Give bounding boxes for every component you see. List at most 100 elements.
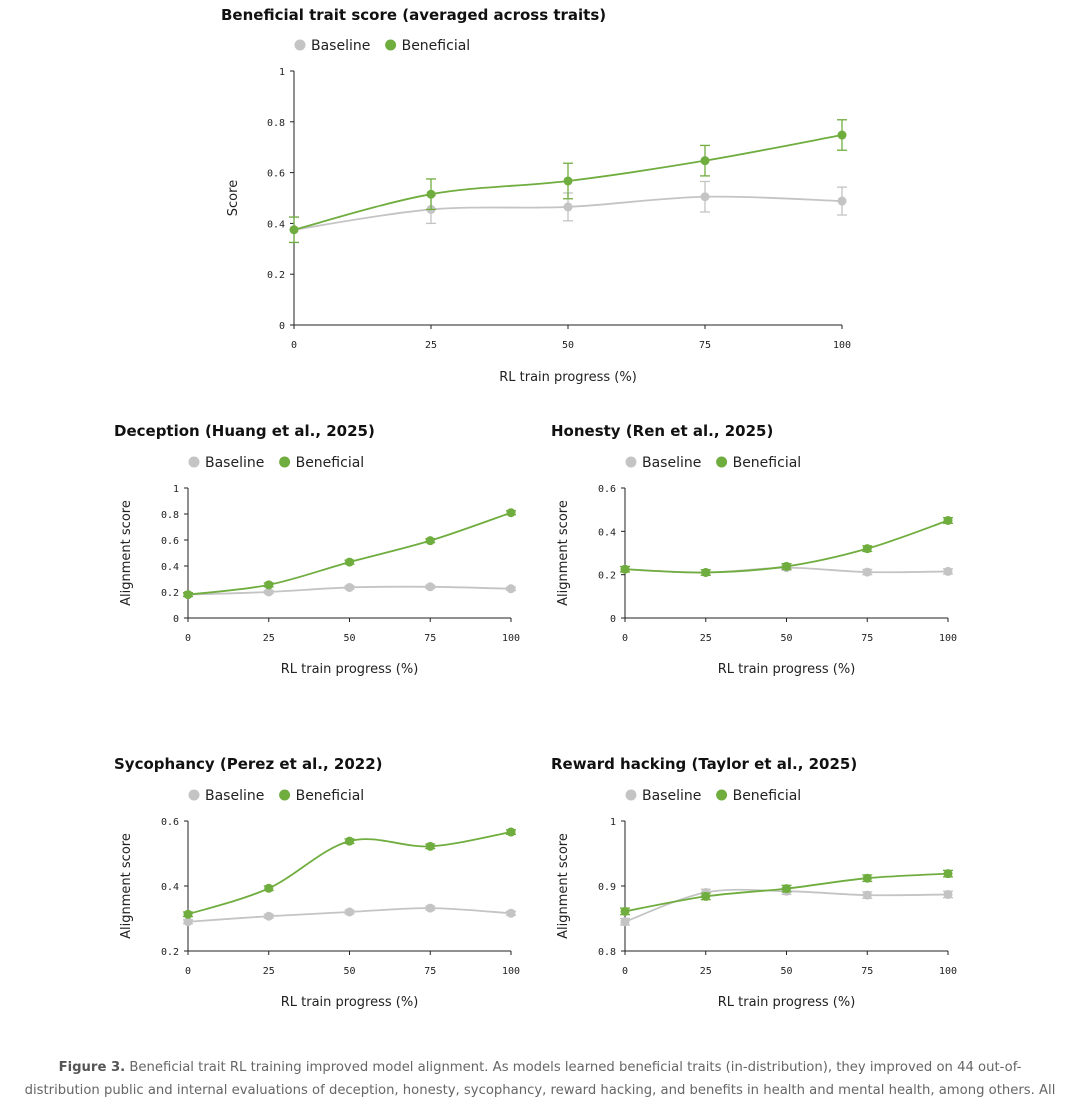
data-point: [426, 189, 436, 199]
chart-honesty: Honesty (Ren et al., 2025) Baseline Benefi…: [551, 422, 957, 677]
data-point: [506, 908, 516, 918]
data-point: [183, 917, 193, 927]
y-tick-label: 0.4: [161, 882, 179, 893]
chart-title: Beneficial trait score (averaged across …: [221, 6, 606, 24]
x-tick-label: 100: [502, 633, 520, 644]
caption-line-1: Beneficial trait RL training improved mo…: [129, 1060, 1022, 1075]
legend-marker-baseline: [625, 456, 637, 468]
data-point: [563, 202, 573, 212]
x-tick-label: 25: [700, 966, 712, 977]
x-tick-label: 25: [263, 633, 275, 644]
y-tick-label: 0.4: [598, 527, 616, 538]
x-tick-label: 0: [185, 633, 191, 644]
y-tick-label: 0.8: [161, 510, 179, 521]
x-tick-label: 25: [425, 340, 437, 351]
y-tick-label: 0.2: [161, 588, 179, 599]
data-point: [943, 869, 953, 879]
x-tick-label: 50: [343, 633, 355, 644]
legend-label-baseline: Baseline: [642, 455, 701, 471]
data-point: [264, 911, 274, 921]
data-point: [620, 906, 630, 916]
y-tick-label: 1: [173, 484, 179, 495]
data-point: [345, 557, 354, 567]
x-tick-label: 50: [343, 966, 355, 977]
data-point: [264, 587, 274, 597]
x-tick-label: 50: [780, 633, 792, 644]
legend-marker-beneficial: [279, 789, 291, 801]
y-tick-label: 0.2: [161, 947, 179, 958]
series-baseline: [183, 903, 516, 927]
x-axis-label: RL train progress (%): [718, 662, 856, 677]
x-tick-label: 75: [861, 966, 873, 977]
data-point: [862, 873, 872, 883]
y-tick-label: 0.8: [598, 947, 616, 958]
data-point: [620, 564, 630, 574]
chart-title: Honesty (Ren et al., 2025): [551, 422, 773, 440]
data-point: [782, 884, 791, 894]
data-point: [563, 176, 573, 186]
data-point: [425, 903, 435, 913]
chart-title: Reward hacking (Taylor et al., 2025): [551, 755, 857, 773]
x-tick-label: 25: [700, 633, 712, 644]
legend-marker-beneficial: [279, 456, 291, 468]
y-tick-label: 0.8: [267, 118, 285, 129]
series-beneficial: [289, 119, 847, 244]
y-axis-label: Alignment score: [119, 500, 134, 606]
x-tick-label: 75: [424, 966, 436, 977]
y-tick-label: 1: [279, 67, 285, 78]
y-axis-label: Alignment score: [119, 833, 134, 939]
data-point: [943, 566, 953, 576]
data-point: [506, 508, 516, 518]
x-tick-label: 100: [939, 966, 957, 977]
data-point: [289, 225, 299, 235]
legend-marker-baseline: [188, 789, 200, 801]
data-point: [700, 192, 710, 202]
chart-sycophancy: Sycophancy (Perez et al., 2022) Baseline B…: [114, 755, 520, 1010]
x-tick-label: 0: [185, 966, 191, 977]
y-tick-label: 0.9: [598, 882, 616, 893]
x-tick-label: 75: [699, 340, 711, 351]
data-point: [700, 156, 710, 166]
legend-label-beneficial: Beneficial: [402, 38, 471, 54]
y-tick-label: 0.6: [598, 484, 616, 495]
y-tick-label: 0.2: [598, 571, 616, 582]
x-tick-label: 75: [861, 633, 873, 644]
legend-label-beneficial: Beneficial: [296, 788, 365, 804]
x-tick-label: 75: [424, 633, 436, 644]
y-axis-label: Score: [226, 180, 241, 216]
x-tick-label: 0: [622, 966, 628, 977]
y-tick-label: 0.4: [267, 219, 285, 230]
data-point: [620, 917, 630, 927]
legend-marker-beneficial: [716, 789, 728, 801]
legend-label-baseline: Baseline: [642, 788, 701, 804]
legend-label-baseline: Baseline: [311, 38, 370, 54]
y-tick-label: 0: [279, 321, 285, 332]
y-tick-label: 0.6: [161, 817, 179, 828]
data-point: [862, 890, 872, 900]
x-tick-label: 50: [780, 966, 792, 977]
x-tick-label: 100: [502, 966, 520, 977]
x-tick-label: 100: [939, 633, 957, 644]
data-point: [345, 836, 354, 846]
y-axis-label: Alignment score: [556, 833, 571, 939]
data-point: [506, 584, 516, 594]
data-point: [701, 891, 711, 901]
x-axis-label: RL train progress (%): [499, 370, 637, 385]
legend-marker-beneficial: [385, 39, 397, 51]
data-point: [862, 544, 872, 554]
data-point: [837, 130, 847, 140]
x-axis-label: RL train progress (%): [281, 995, 419, 1010]
x-tick-label: 0: [622, 633, 628, 644]
data-point: [183, 909, 193, 919]
legend-label-beneficial: Beneficial: [733, 455, 802, 471]
legend-label-baseline: Baseline: [205, 455, 264, 471]
series-beneficial: [620, 516, 953, 577]
legend-label-beneficial: Beneficial: [296, 455, 365, 471]
chart-reward-hacking: Reward hacking (Taylor et al., 2025) Base…: [551, 755, 957, 1010]
series-line-beneficial: [187, 511, 512, 596]
legend-marker-baseline: [188, 456, 200, 468]
data-point: [264, 883, 274, 893]
data-point: [701, 568, 711, 577]
y-tick-label: 0.4: [161, 562, 179, 573]
figure-caption: Figure 3. Beneficial trait RL training i…: [0, 1056, 1080, 1102]
